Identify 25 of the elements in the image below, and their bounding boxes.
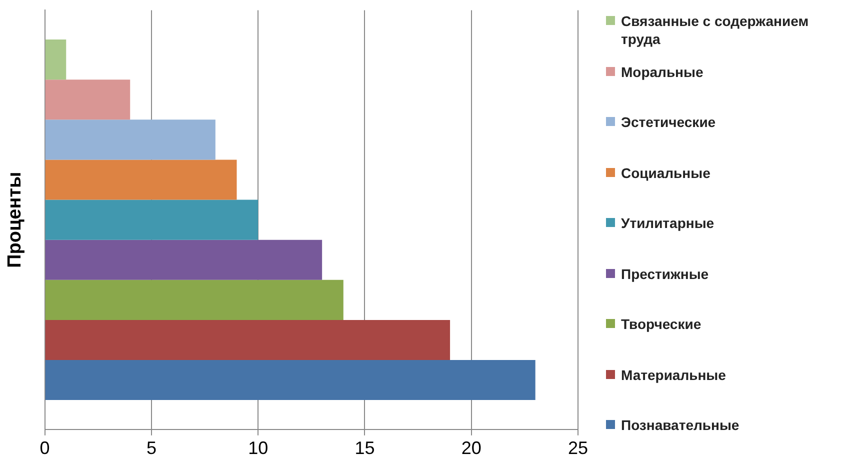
- bar: [45, 80, 130, 120]
- bar: [45, 360, 536, 400]
- bar: [45, 280, 344, 320]
- bar: [45, 40, 66, 80]
- legend-label: Престижные: [621, 264, 709, 282]
- x-tick-label: 10: [248, 438, 268, 458]
- legend-label: Утилитарные: [621, 214, 714, 232]
- x-tick-label: 15: [354, 438, 375, 458]
- legend-label: Творческие: [621, 315, 702, 333]
- legend-label: Связанные с содержанием труда: [621, 12, 810, 48]
- legend-label: Познавательные: [621, 416, 740, 434]
- x-tick-label: 0: [40, 438, 50, 458]
- bar: [45, 320, 450, 360]
- bar: [45, 120, 216, 160]
- legend-label: Социальные: [621, 164, 710, 182]
- legend-label: Эстетические: [621, 113, 716, 131]
- x-tick-label: 25: [568, 438, 588, 458]
- bar: [45, 200, 258, 240]
- bar: [45, 160, 237, 200]
- legend-label: Моральные: [621, 62, 704, 80]
- y-axis-title: Проценты: [4, 172, 26, 268]
- x-tick-label: 5: [146, 438, 156, 458]
- x-tick-label: 20: [461, 438, 482, 458]
- legend-label: Материальные: [621, 366, 726, 384]
- bar: [45, 240, 322, 280]
